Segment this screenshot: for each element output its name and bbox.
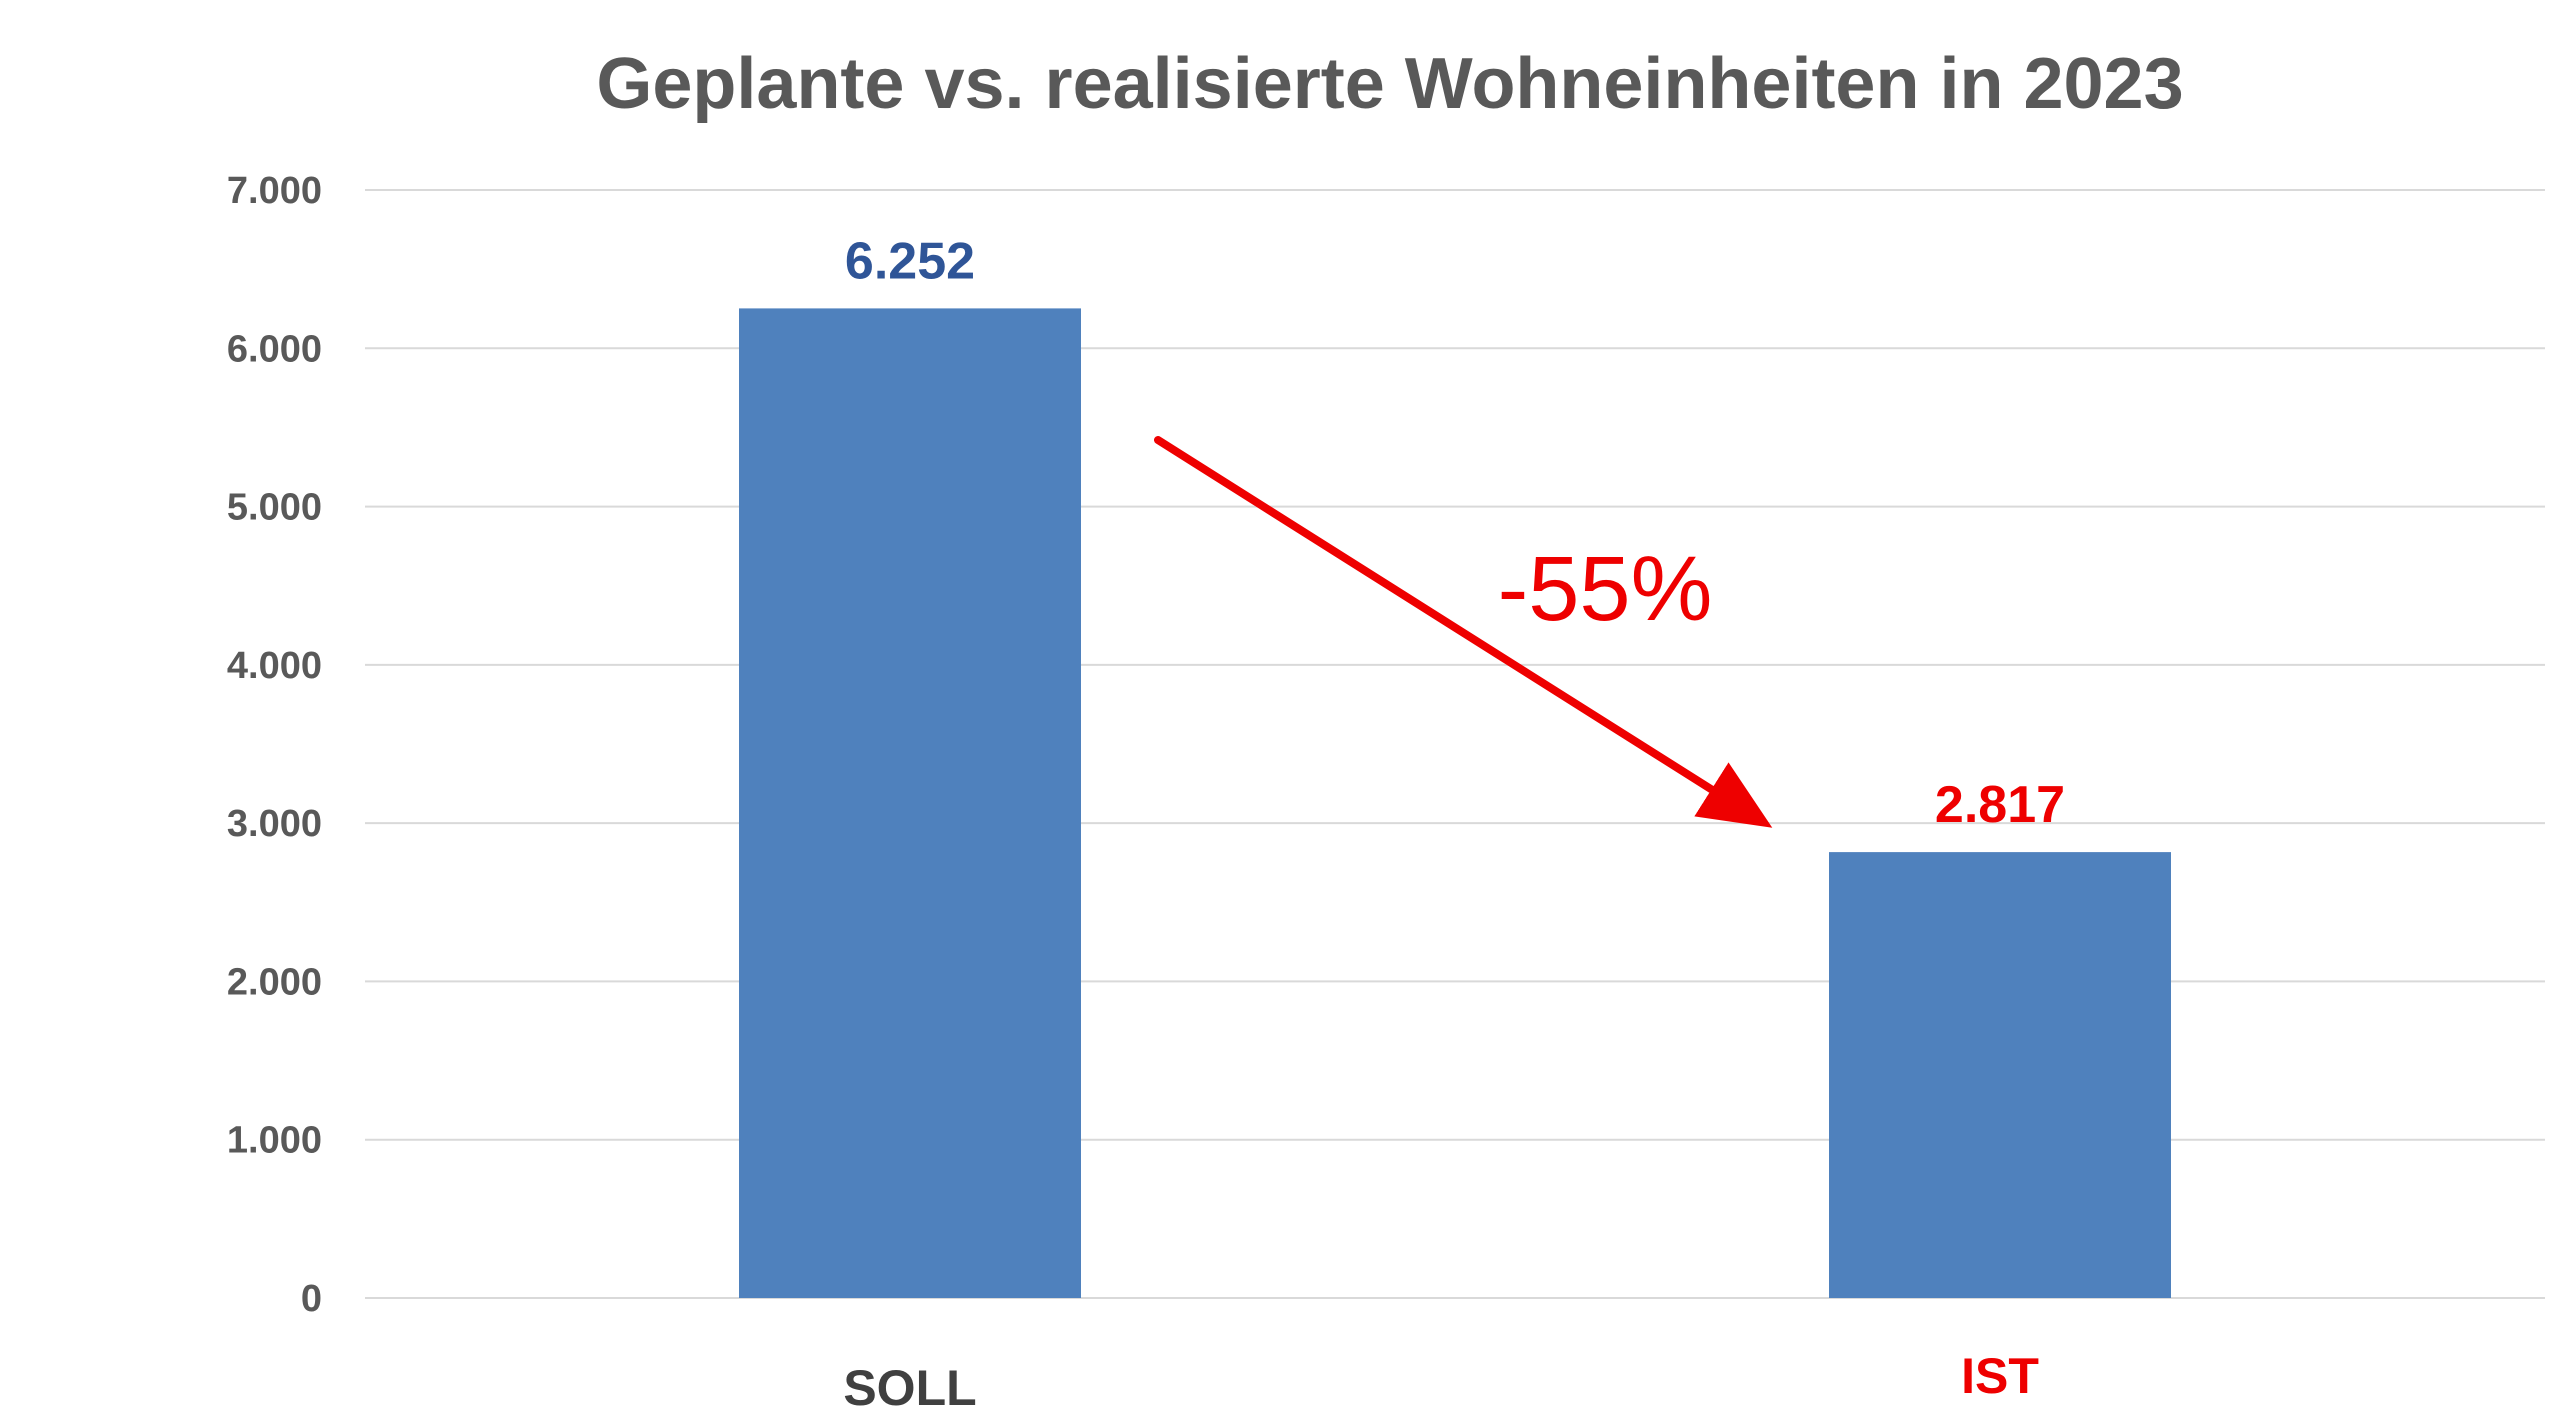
- y-tick-label: 0: [301, 1278, 322, 1320]
- category-label-soll: SOLL: [843, 1360, 976, 1416]
- y-tick-label: 6.000: [227, 328, 322, 370]
- decrease-arrow: [1154, 436, 1773, 828]
- annotation: -55%: [1154, 436, 1773, 828]
- decrease-percent-annotation: -55%: [1498, 538, 1713, 640]
- y-tick-label: 7.000: [227, 170, 322, 212]
- y-axis-tick-labels: 0 1.000 2.000 3.000 4.000 5.000 6.000 7.000: [227, 170, 322, 1320]
- y-tick-label: 2.000: [227, 961, 322, 1003]
- gridlines: [365, 189, 2545, 1299]
- x-axis-category-labels: SOLL IST: [843, 1348, 2039, 1416]
- bar-soll: [739, 308, 1081, 1298]
- data-label-ist: 2.817: [1935, 776, 2065, 834]
- y-tick-label: 3.000: [227, 803, 322, 845]
- data-labels: 6.252 2.817: [845, 232, 2065, 834]
- y-tick-label: 1.000: [227, 1120, 322, 1162]
- y-tick-label: 5.000: [227, 487, 322, 529]
- category-label-ist: IST: [1961, 1348, 2039, 1404]
- data-label-soll: 6.252: [845, 232, 975, 290]
- bar-ist: [1829, 852, 2171, 1298]
- bars: [739, 308, 2171, 1298]
- chart-title: Geplante vs. realisierte Wohneinheiten i…: [596, 44, 2183, 124]
- y-tick-label: 4.000: [227, 645, 322, 687]
